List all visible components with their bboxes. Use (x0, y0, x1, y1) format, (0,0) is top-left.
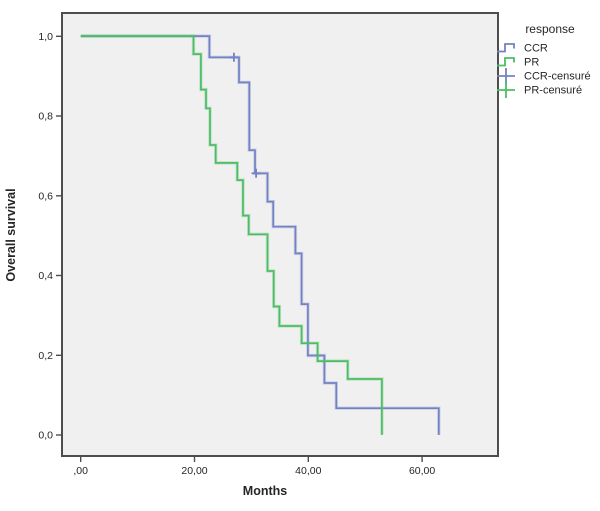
survival-curves-layer (80, 34, 441, 435)
y-tick-label: 0,6 (38, 190, 53, 202)
y-tick-label: 0,2 (38, 350, 53, 362)
y-tick-label: 0,4 (38, 270, 53, 282)
x-tick-label: ,00 (73, 465, 88, 477)
ccr-censored-plus-icon (497, 68, 515, 84)
y-tick-label: 1,0 (38, 31, 53, 43)
x-tick-label: 60,00 (409, 465, 435, 477)
plot-border (61, 12, 499, 457)
x-axis-labels: ,00 20,00 40,00 60,00 (73, 465, 435, 477)
pr-censored-plus-icon (497, 82, 515, 98)
x-tick-label: 20,00 (181, 465, 207, 477)
y-axis-title: Overall survival (4, 188, 18, 281)
legend-title: response (525, 22, 575, 36)
plot-area (62, 13, 498, 456)
series-pr-curve (80, 35, 383, 435)
legend-label-ccr: CCR (524, 43, 548, 55)
x-axis-ticks (79, 456, 423, 462)
y-axis-labels: 1,0 0,8 0,6 0,4 0,2 0,0 (38, 31, 53, 442)
series-ccr-censored-mark (251, 168, 261, 178)
x-axis-title: Months (243, 484, 287, 498)
series-ccr-curve (80, 35, 440, 435)
x-tick-label: 40,00 (295, 465, 321, 477)
legend-label-ccr-censored: CCR-censuré (524, 71, 591, 83)
ccr-step-line-icon (497, 43, 515, 53)
legend-label-pr-censored: PR-censuré (524, 85, 582, 97)
y-axis-ticks (56, 35, 62, 436)
legend: response CCR PR CCR-censuré PR-censuré (497, 22, 591, 98)
y-tick-label: 0,0 (38, 430, 53, 442)
series-ccr-censored-mark (229, 52, 239, 62)
legend-label-pr: PR (524, 57, 539, 69)
pr-step-line-icon (497, 57, 515, 67)
y-tick-label: 0,8 (38, 111, 53, 123)
